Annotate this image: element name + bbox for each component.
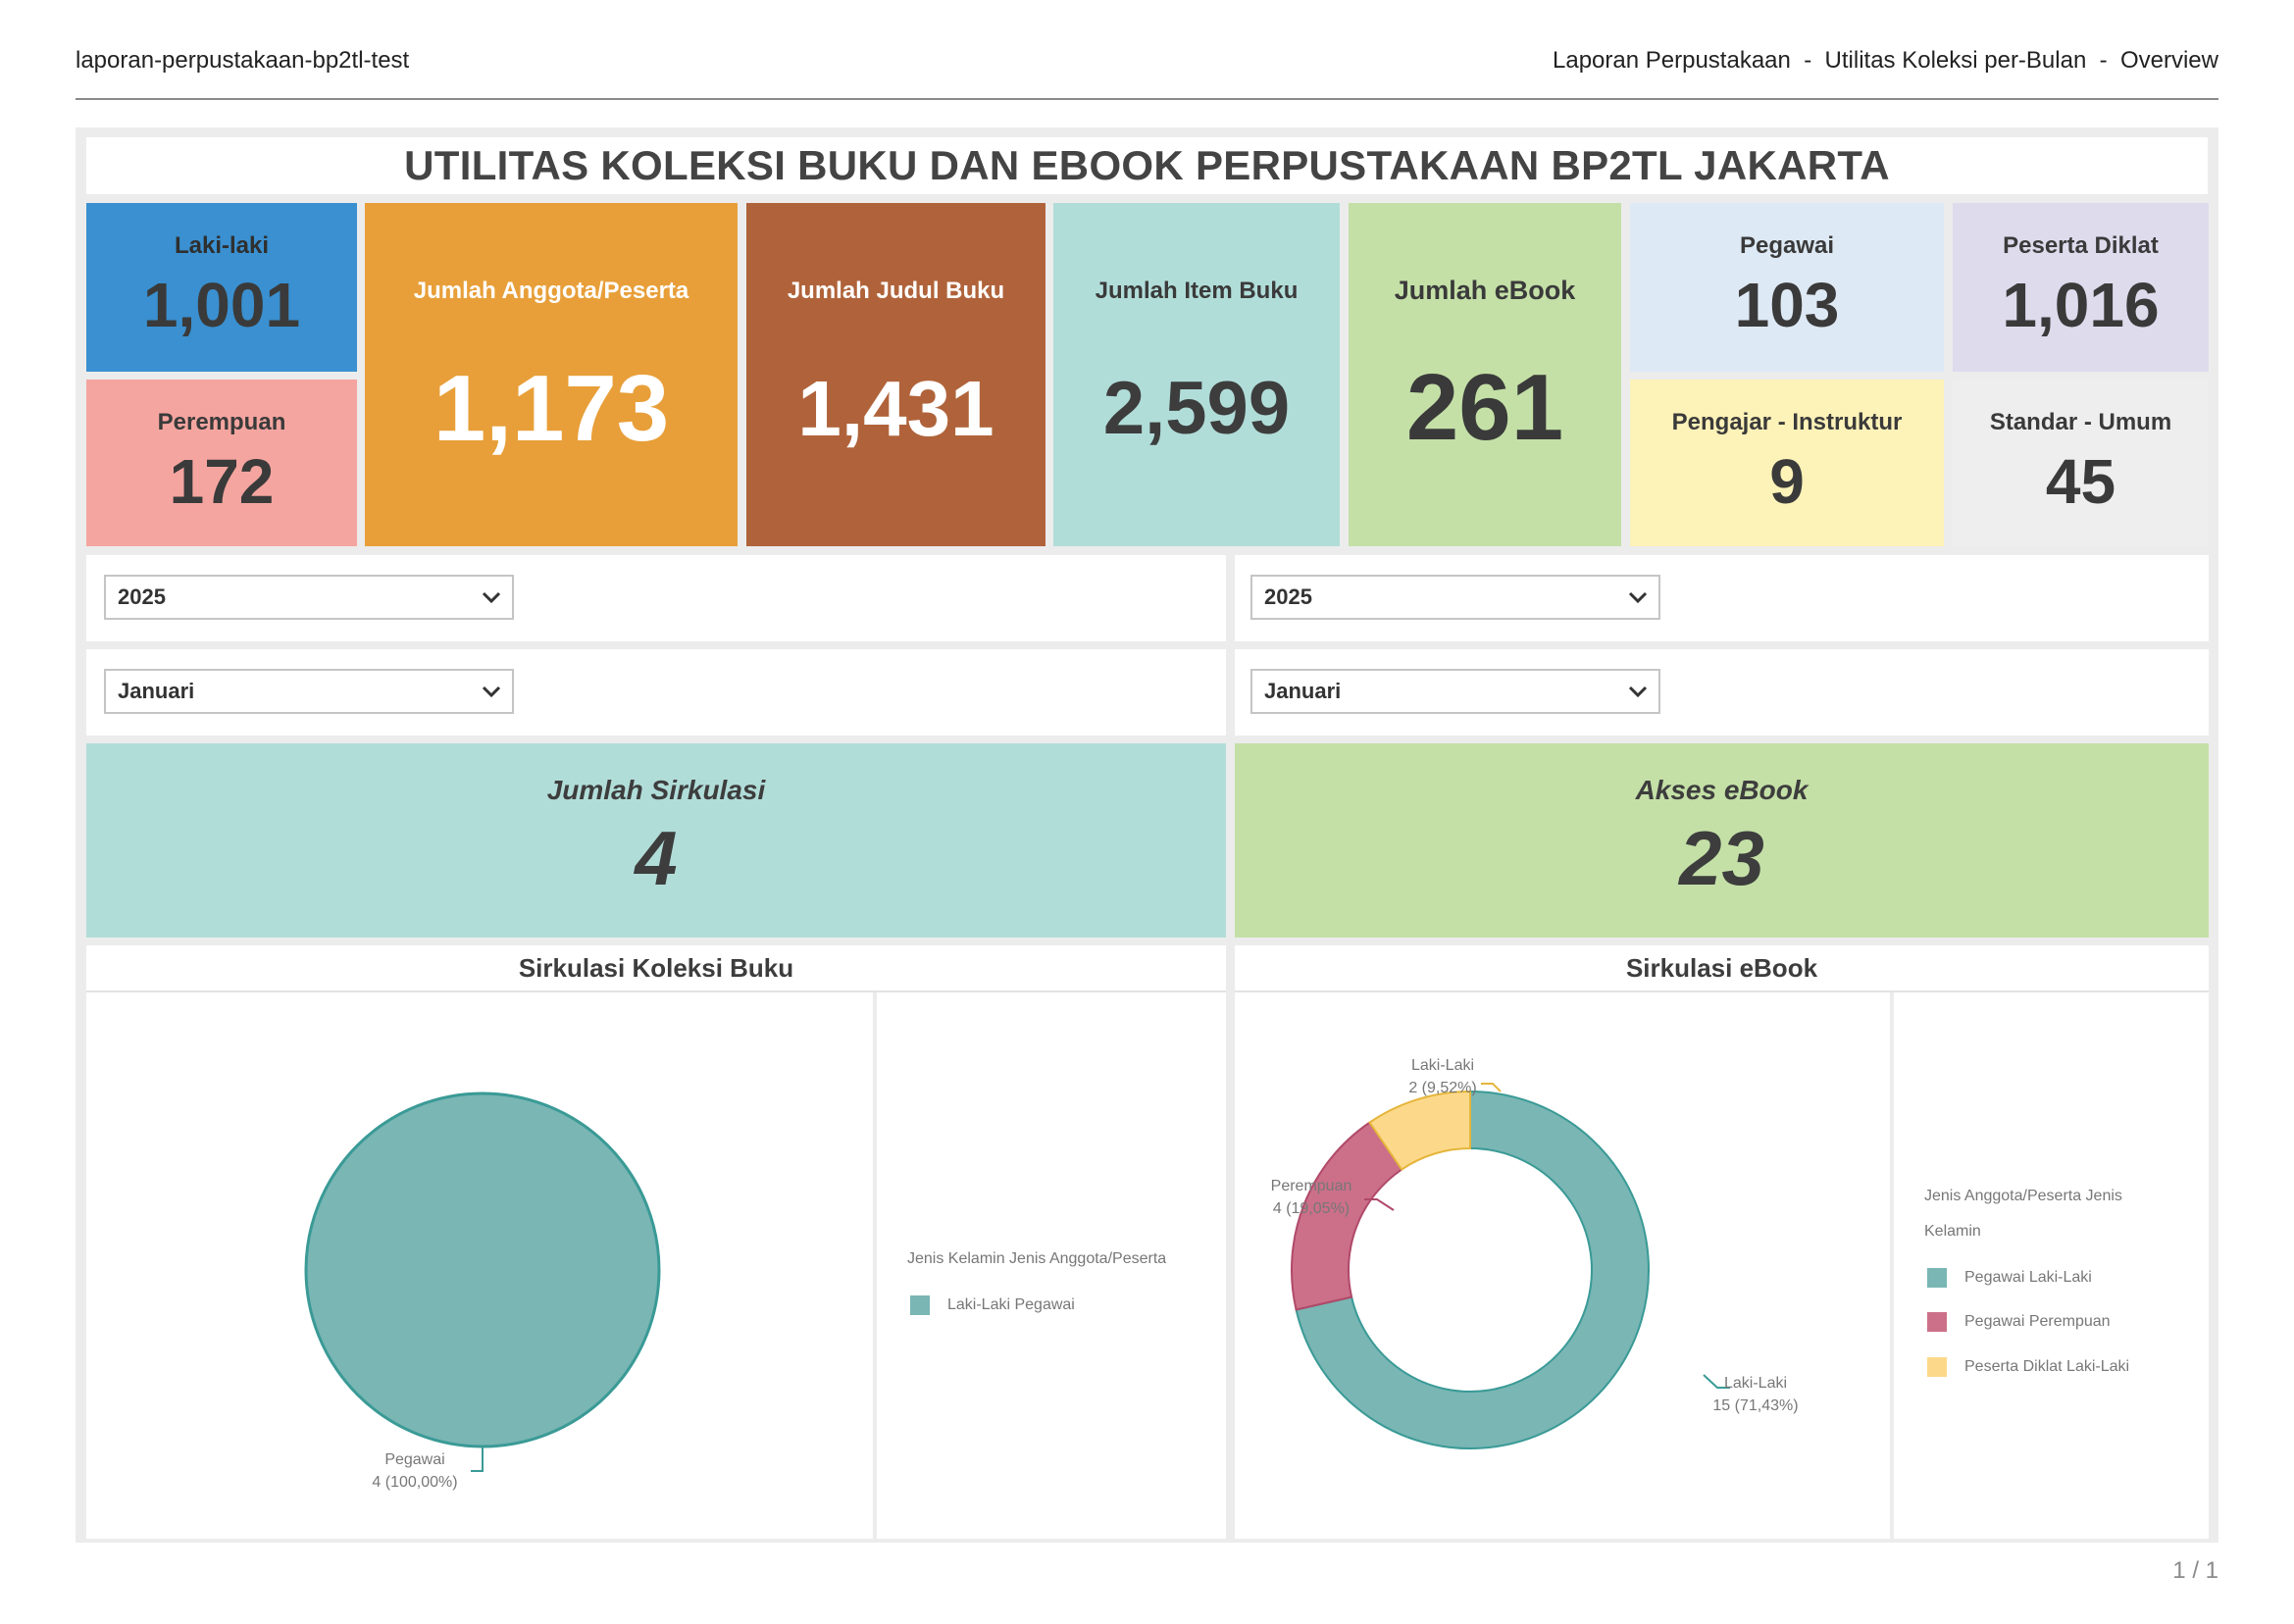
donut-slice-pegawai-laki-laki[interactable] [1295,1090,1650,1449]
legend-area-ebook [1894,992,2209,1539]
card-perempuan: Perempuan 172 [86,380,357,546]
slice-label-name: Perempuan [1271,1178,1352,1194]
year-select-right[interactable]: 2025 [1250,575,1660,620]
card-value: 261 [1405,355,1564,460]
chevron-down-icon [1628,591,1648,604]
card-label: Standar - Umum [1989,409,2172,435]
kpi-jumlah-sirkulasi: Jumlah Sirkulasi 4 [86,743,1226,938]
chevron-down-icon [1628,685,1648,698]
pie-chart-buku: Pegawai 4 (100,00%) [304,1091,661,1491]
legend-label: Peserta Diklat Laki-Laki [1964,1358,2130,1375]
header-divider [76,98,2218,100]
slice-leader-line [1481,1083,1502,1092]
kpi-label: Akses eBook [1635,775,1809,805]
slice-label-value: 4 (19,05%) [1273,1200,1350,1217]
card-label: Jumlah Anggota/Peserta [413,278,689,304]
legend-label: Pegawai Laki-Laki [1964,1269,2092,1286]
card-label: Peserta Diklat [2003,232,2159,259]
month-select-left[interactable]: Januari [104,669,514,714]
month-select-value: Januari [1264,679,1342,703]
year-select-value: 2025 [118,584,166,609]
legend-title-ebook-line1: Jenis Anggota/Peserta Jenis [1924,1188,2122,1204]
card-value: 1,001 [142,270,301,340]
card-label: Perempuan [157,409,286,435]
chart-title-ebook: Sirkulasi eBook [1235,945,2209,992]
legend-label: Laki-Laki Pegawai [947,1296,1075,1313]
donut-chart-ebook: Laki-Laki 15 (71,43%) Perempuan 4 (19,05… [1271,1057,1799,1449]
card-value: 2,599 [1102,367,1291,450]
slice-label-value: 4 (100,00%) [372,1474,457,1491]
chevron-down-icon [482,591,501,604]
legend-item-laki-laki-pegawai[interactable]: Laki-Laki Pegawai [910,1295,1075,1315]
kpi-value: 4 [635,815,678,901]
card-jumlah-item-buku: Jumlah Item Buku 2,599 [1053,203,1340,546]
card-label: Pegawai [1739,232,1835,259]
kpi-value: 23 [1679,815,1764,901]
breadcrumb: Laporan Perpustakaan - Utilitas Koleksi … [1553,47,2218,74]
card-value: 103 [1734,270,1840,340]
legend-item-pegawai-perempuan[interactable]: Pegawai Perempuan [1927,1312,2111,1332]
card-value: 172 [169,446,275,517]
legend-title-buku: Jenis Kelamin Jenis Anggota/Peserta [907,1250,1167,1267]
donut-slice-peserta-diklat-laki-laki[interactable] [1368,1090,1471,1171]
legend-area-buku [877,992,1226,1539]
chevron-down-icon [482,685,501,698]
kpi-label: Jumlah Sirkulasi [546,775,766,805]
legend-item-pegawai-laki-laki[interactable]: Pegawai Laki-Laki [1927,1268,2092,1288]
pie-slice-pegawai[interactable] [304,1091,661,1448]
card-label: Jumlah eBook [1394,276,1576,305]
slice-label-value: 15 (71,43%) [1712,1397,1798,1414]
slice-label-value: 2 (9,52%) [1408,1080,1476,1096]
slice-leader-line [1703,1374,1730,1389]
card-jumlah-anggota: Jumlah Anggota/Peserta 1,173 [365,203,738,546]
year-select-left[interactable]: 2025 [104,575,514,620]
legend-swatch [1927,1357,1947,1377]
page-number: 1 / 1 [2172,1557,2218,1584]
year-select-value: 2025 [1264,584,1312,609]
legend-label: Pegawai Perempuan [1964,1313,2111,1330]
card-standar-umum: Standar - Umum 45 [1953,380,2209,546]
card-value: 9 [1769,446,1805,517]
month-select-right[interactable]: Januari [1250,669,1660,714]
card-pegawai: Pegawai 103 [1630,203,1944,372]
card-label: Pengajar - Instruktur [1671,409,1903,435]
legend-swatch [1927,1268,1947,1288]
slice-label-name: Laki-Laki [1724,1375,1787,1392]
card-value: 1,173 [433,356,670,461]
slice-leader-line [471,1446,484,1472]
kpi-akses-ebook: Akses eBook 23 [1235,743,2209,938]
legend-swatch [1927,1312,1947,1332]
card-laki-laki: Laki-laki 1,001 [86,203,357,372]
chart-title-buku: Sirkulasi Koleksi Buku [86,945,1226,992]
slice-leader-line [1364,1198,1395,1211]
card-pengajar-instruktur: Pengajar - Instruktur 9 [1630,380,1944,546]
card-label: Laki-laki [174,232,270,259]
month-select-value: Januari [118,679,195,703]
card-label: Jumlah Item Buku [1095,278,1299,304]
card-jumlah-ebook: Jumlah eBook 261 [1349,203,1621,546]
legend-swatch [910,1295,930,1315]
card-label: Jumlah Judul Buku [787,278,1005,304]
report-name: laporan-perpustakaan-bp2tl-test [76,47,410,74]
legend-item-peserta-diklat-laki-laki[interactable]: Peserta Diklat Laki-Laki [1927,1357,2129,1377]
dashboard-title: UTILITAS KOLEKSI BUKU DAN EBOOK PERPUSTA… [86,137,2208,194]
slice-label-name: Pegawai [384,1451,444,1468]
card-jumlah-judul-buku: Jumlah Judul Buku 1,431 [746,203,1045,546]
card-value: 45 [2045,446,2116,517]
card-value: 1,431 [797,365,994,452]
legend-title-ebook-line2: Kelamin [1924,1223,1981,1240]
card-value: 1,016 [2002,270,2160,340]
slice-label-name: Laki-Laki [1411,1057,1474,1074]
card-peserta-diklat: Peserta Diklat 1,016 [1953,203,2209,372]
